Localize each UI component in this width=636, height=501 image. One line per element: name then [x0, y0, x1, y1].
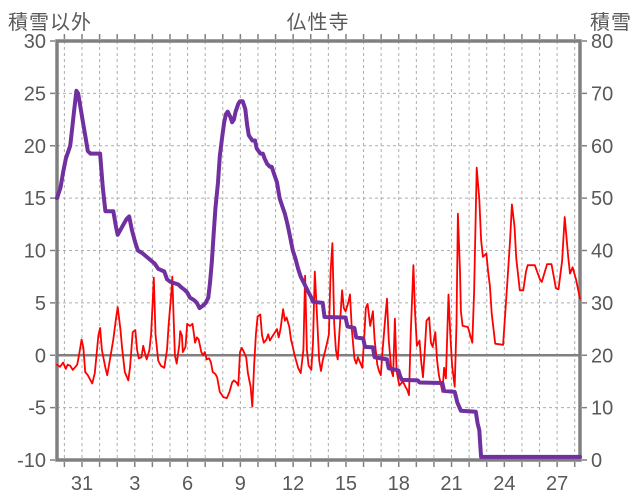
x-axis-tick-label: 31	[71, 473, 93, 495]
left-axis-tick-label: 0	[35, 345, 46, 367]
right-axis-tick-label: 20	[591, 345, 613, 367]
left-axis-tick-label: 10	[24, 241, 46, 263]
left-axis-tick-label: -5	[28, 398, 46, 420]
x-axis-tick-label: 9	[235, 473, 246, 495]
x-axis-tick-label: 24	[493, 473, 515, 495]
left-axis-title: 積雪以外	[8, 12, 92, 34]
x-axis-tick-label: 6	[182, 473, 193, 495]
right-axis-tick-label: 40	[591, 241, 613, 263]
x-axis-tick-label: 18	[388, 473, 410, 495]
left-axis-tick-label: -10	[17, 450, 46, 472]
left-axis-tick-label: 30	[24, 31, 46, 53]
non-snow-line	[56, 166, 581, 408]
left-axis-tick-label: 15	[24, 188, 46, 210]
right-axis-tick-label: 60	[591, 136, 613, 158]
left-axis-tick-label: 5	[35, 293, 46, 315]
x-axis-tick-label: 15	[335, 473, 357, 495]
x-axis-tick-label: 21	[440, 473, 462, 495]
right-axis-tick-label: 80	[591, 31, 613, 53]
x-axis-tick-label: 12	[282, 473, 304, 495]
plot-border	[55, 39, 582, 462]
right-axis-tick-label: 50	[591, 188, 613, 210]
right-axis-tick-label: 70	[591, 83, 613, 105]
x-axis-tick-label: 27	[546, 473, 568, 495]
chart-title: 仏性寺	[286, 12, 350, 34]
x-axis-tick-label: 3	[129, 473, 140, 495]
snow-depth-line	[55, 88, 582, 459]
right-axis-title: 積雪	[590, 12, 632, 34]
right-axis-tick-label: 0	[591, 450, 602, 472]
right-axis-tick-label: 30	[591, 293, 613, 315]
left-axis-tick-label: 25	[24, 83, 46, 105]
left-axis-tick-label: 20	[24, 136, 46, 158]
right-axis-tick-label: 10	[591, 398, 613, 420]
